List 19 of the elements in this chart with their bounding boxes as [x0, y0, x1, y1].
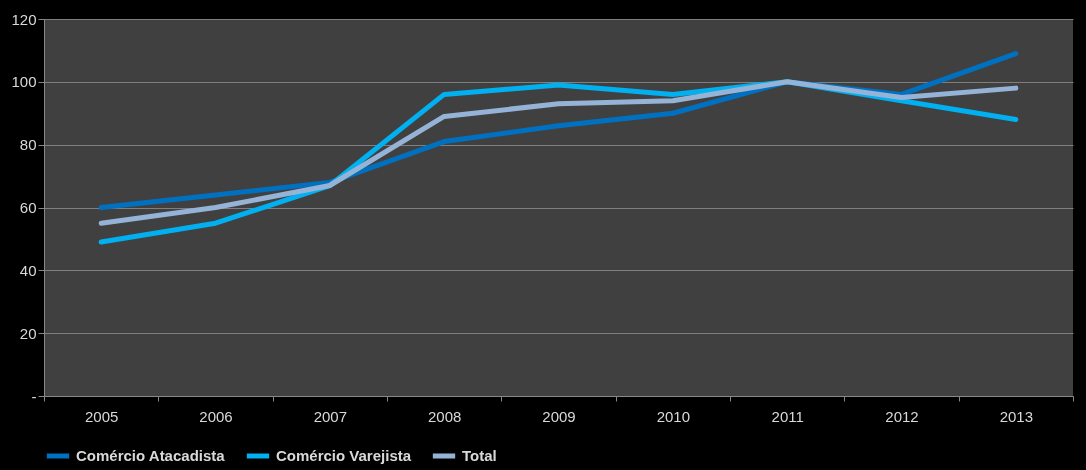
x-tick-label: 2005 — [84, 407, 119, 425]
x-tick-label: 2009 — [542, 407, 576, 425]
y-tick-label: 40 — [19, 261, 37, 279]
y-tick-label: 100 — [11, 73, 37, 91]
x-tick-label: 2007 — [313, 407, 348, 425]
y-tick-label: - — [31, 387, 37, 405]
x-tick-label: 2006 — [199, 407, 233, 425]
legend-label: Comércio Atacadista — [76, 447, 226, 464]
legend-label: Comércio Varejista — [276, 447, 412, 464]
x-tick-label: 2011 — [771, 407, 804, 425]
legend-label: Total — [462, 447, 497, 464]
y-tick-label: 80 — [19, 136, 37, 154]
x-tick-label: 2010 — [656, 407, 691, 425]
x-tick-label: 2012 — [885, 407, 919, 425]
x-tick-label: 2013 — [999, 407, 1034, 425]
y-tick-label: 60 — [19, 199, 37, 216]
y-tick-label: 120 — [11, 10, 37, 28]
x-tick-label: 2008 — [427, 407, 462, 425]
y-tick-label: 20 — [19, 324, 37, 342]
